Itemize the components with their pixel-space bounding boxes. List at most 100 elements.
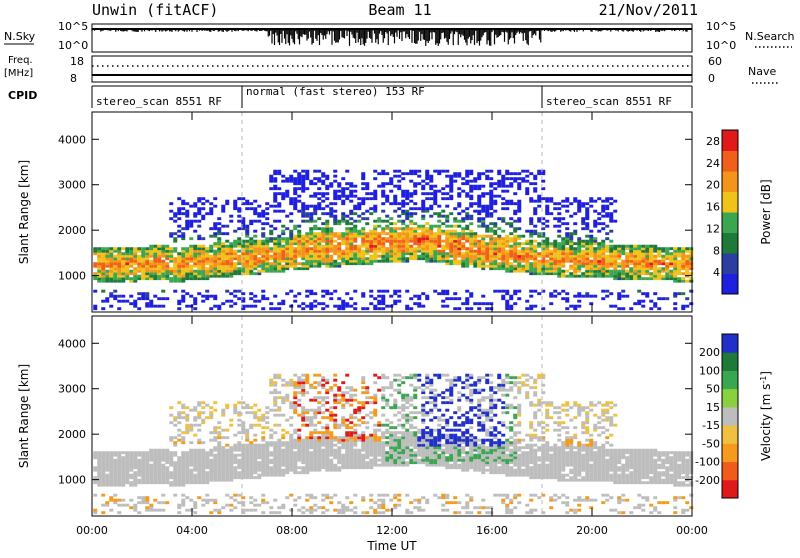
power-cell bbox=[325, 222, 329, 225]
power-cell bbox=[409, 232, 413, 235]
velocity-cell bbox=[301, 469, 305, 472]
velocity-cell bbox=[169, 456, 173, 459]
power-cell bbox=[509, 200, 513, 203]
power-cell bbox=[433, 240, 437, 243]
power-cell bbox=[309, 292, 313, 295]
power-cell bbox=[333, 260, 337, 263]
power-cell bbox=[429, 205, 433, 208]
velocity-cell bbox=[101, 476, 105, 479]
power-cell bbox=[673, 265, 677, 268]
power-cell bbox=[313, 240, 317, 243]
velocity-cell bbox=[109, 509, 113, 512]
velocity-cell bbox=[181, 484, 185, 487]
power-cell bbox=[489, 255, 493, 258]
velocity-cell bbox=[213, 436, 217, 439]
velocity-cell bbox=[321, 451, 325, 454]
power-cell bbox=[625, 247, 629, 250]
power-cell bbox=[665, 257, 669, 260]
power-cell bbox=[517, 182, 521, 185]
power-cell bbox=[301, 302, 305, 305]
velocity-cell bbox=[245, 454, 249, 457]
velocity-cell bbox=[189, 451, 193, 454]
velocity-cell bbox=[181, 479, 185, 482]
power-cell bbox=[289, 237, 293, 240]
power-cell bbox=[469, 255, 473, 258]
power-cell bbox=[629, 247, 633, 250]
velocity-cell bbox=[313, 469, 317, 472]
velocity-cell bbox=[185, 416, 189, 419]
power-cell bbox=[501, 265, 505, 268]
velocity-cell bbox=[237, 401, 241, 404]
power-cell bbox=[217, 222, 221, 225]
power-cell bbox=[181, 202, 185, 205]
power-cell bbox=[257, 212, 261, 215]
power-cell bbox=[601, 267, 605, 270]
power-cell bbox=[453, 225, 457, 228]
velocity-cell bbox=[109, 474, 113, 477]
power-cell bbox=[669, 247, 673, 250]
power-cell bbox=[237, 220, 241, 223]
velocity-cell bbox=[281, 396, 285, 399]
power-cell bbox=[245, 265, 249, 268]
power-cell bbox=[653, 267, 657, 270]
power-cell bbox=[489, 230, 493, 233]
velocity-cell bbox=[301, 384, 305, 387]
power-cell bbox=[401, 195, 405, 198]
power-cell bbox=[465, 237, 469, 240]
power-cell bbox=[501, 245, 505, 248]
power-cell bbox=[509, 217, 513, 220]
velocity-cell bbox=[209, 451, 213, 454]
power-cell bbox=[521, 247, 525, 250]
power-cell bbox=[97, 270, 101, 273]
power-cell bbox=[669, 275, 673, 278]
power-cell bbox=[225, 300, 229, 303]
power-cell bbox=[201, 247, 205, 250]
velocity-cell bbox=[125, 471, 129, 474]
power-cell bbox=[361, 212, 365, 215]
velocity-cell bbox=[101, 474, 105, 477]
power-cell bbox=[205, 297, 209, 300]
power-cell bbox=[101, 260, 105, 263]
power-cell bbox=[413, 295, 417, 298]
power-cell bbox=[177, 212, 181, 215]
power-cell bbox=[365, 182, 369, 185]
power-cell bbox=[517, 217, 521, 220]
velocity-cell bbox=[221, 446, 225, 449]
power-cell bbox=[653, 250, 657, 253]
power-cell bbox=[281, 270, 285, 273]
velocity-cell bbox=[225, 444, 229, 447]
power-cell bbox=[333, 197, 337, 200]
power-cell bbox=[305, 267, 309, 270]
power-cell bbox=[293, 202, 297, 205]
power-cell bbox=[585, 260, 589, 263]
power-cell bbox=[289, 305, 293, 308]
power-cell bbox=[129, 280, 133, 283]
power-cell bbox=[429, 250, 433, 253]
velocity-cell bbox=[125, 481, 129, 484]
power-cell bbox=[457, 240, 461, 243]
power-cell bbox=[189, 272, 193, 275]
power-cell bbox=[333, 222, 337, 225]
power-cell bbox=[257, 265, 261, 268]
power-cell bbox=[373, 235, 377, 238]
velocity-cell bbox=[261, 446, 265, 449]
power-cell bbox=[433, 185, 437, 188]
velocity-cell bbox=[297, 381, 301, 384]
velocity-cell bbox=[193, 501, 197, 504]
velocity-cell bbox=[213, 431, 217, 434]
power-cell bbox=[413, 255, 417, 258]
power-cell bbox=[589, 255, 593, 258]
power-cell bbox=[369, 230, 373, 233]
power-cell bbox=[501, 257, 505, 260]
power-cell bbox=[549, 212, 553, 215]
power-cell bbox=[437, 250, 441, 253]
power-cell bbox=[349, 195, 353, 198]
velocity-cell bbox=[273, 464, 277, 467]
velocity-cell bbox=[277, 406, 281, 409]
power-cell bbox=[613, 275, 617, 278]
power-cell bbox=[253, 240, 257, 243]
power-cell bbox=[237, 250, 241, 253]
power-cell bbox=[633, 302, 637, 305]
power-cell bbox=[281, 260, 285, 263]
velocity-cell bbox=[285, 459, 289, 462]
